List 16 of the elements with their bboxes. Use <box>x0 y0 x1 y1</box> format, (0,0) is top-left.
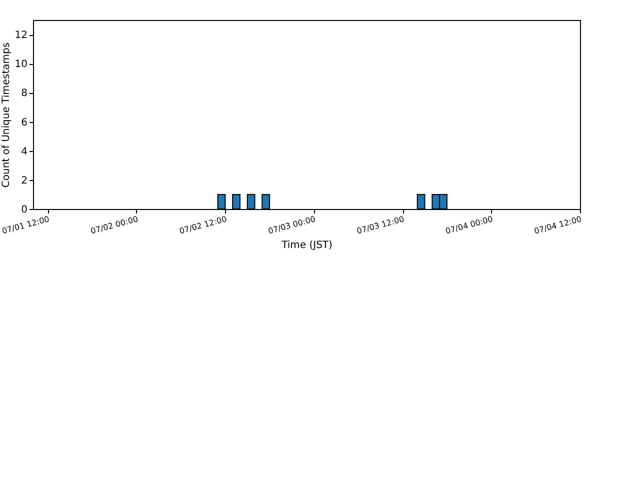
y-tick-label: 8 <box>21 88 28 100</box>
y-tick-label: 6 <box>21 117 28 128</box>
x-tick-label: 07/03 00:00 <box>267 214 316 236</box>
y-tick-label: 10 <box>14 59 28 70</box>
y-tick-label: 0 <box>21 204 28 216</box>
y-axis-title: Count of Unique Timestamps <box>0 42 12 188</box>
y-tick-label: 2 <box>21 175 28 186</box>
x-tick-label: 07/02 00:00 <box>90 214 140 236</box>
x-tick-label: 07/04 00:00 <box>444 214 494 236</box>
x-tick-label: 07/02 12:00 <box>178 214 228 236</box>
x-tick-label: 07/04 12:00 <box>533 214 583 236</box>
y-tick-label: 4 <box>21 146 28 158</box>
x-axis-title: Time (JST) <box>280 240 333 251</box>
x-tick-label: 07/01 12:00 <box>1 214 50 236</box>
y-tick-label: 12 <box>14 30 28 42</box>
x-tick-label: 07/03 12:00 <box>356 214 406 236</box>
